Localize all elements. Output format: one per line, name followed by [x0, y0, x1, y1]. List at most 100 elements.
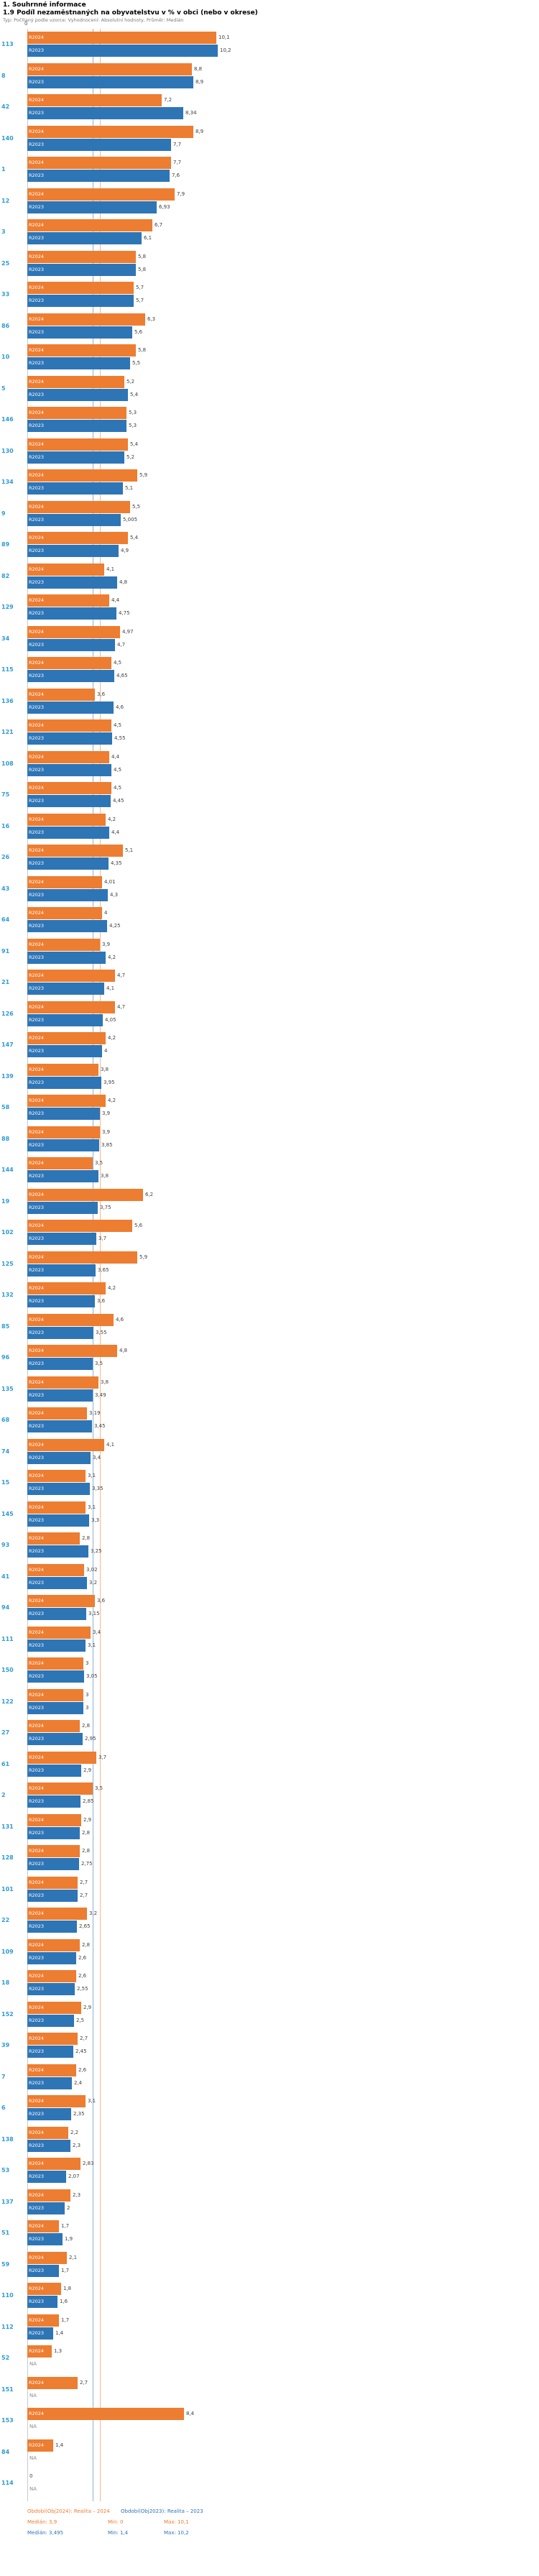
bar-r2024[interactable]: R2024 — [27, 1688, 83, 1701]
bar-r2023[interactable]: R2023 — [27, 2139, 70, 2152]
bar-r2024[interactable]: R2024 — [27, 2251, 67, 2264]
bar-r2023[interactable]: R2023 — [27, 1108, 100, 1120]
bar-r2024[interactable]: R2024 — [27, 1626, 91, 1639]
bar-r2024[interactable]: R2024 — [27, 938, 100, 951]
bar-r2024[interactable]: R2024 — [27, 1063, 98, 1076]
bar-r2023[interactable]: R2023 — [27, 1951, 76, 1964]
bar-r2023[interactable]: R2023 — [27, 1639, 86, 1652]
bar-r2023[interactable]: R2023 — [27, 1451, 91, 1464]
bar-r2023[interactable]: R2023 — [27, 638, 115, 651]
bar-r2024[interactable]: R2024 — [27, 2439, 53, 2452]
bar-r2024[interactable]: R2024 — [27, 1345, 117, 1357]
bar-r2023[interactable]: R2023 — [27, 420, 126, 432]
bar-r2024[interactable]: R2024 — [27, 1438, 104, 1451]
bar-r2024[interactable]: R2024 — [27, 500, 130, 513]
bar-r2023[interactable]: R2023 — [27, 2233, 63, 2245]
bar-r2023[interactable]: R2023 — [27, 763, 111, 776]
bar-r2024[interactable]: R2024 — [27, 313, 145, 326]
bar-r2023[interactable]: R2023 — [27, 295, 134, 307]
bar-r2024[interactable]: R2024 — [27, 2033, 78, 2045]
bar-r2023[interactable]: R2023 — [27, 576, 117, 589]
bar-r2023[interactable]: R2023 — [27, 1826, 80, 1839]
bar-r2023[interactable]: R2023 — [27, 983, 104, 995]
bar-r2024[interactable]: R2024 — [27, 1220, 132, 1232]
bar-r2023[interactable]: R2023 — [27, 2327, 53, 2340]
bar-r2024[interactable]: R2024 — [27, 1751, 96, 1764]
bar-r2024[interactable]: R2024 — [27, 1876, 78, 1889]
bar-r2023[interactable]: R2023 — [27, 1889, 78, 1902]
bar-r2024[interactable]: R2024 — [27, 1032, 106, 1044]
bar-r2024[interactable]: R2024 — [27, 32, 216, 44]
bar-r2023[interactable]: R2023 — [27, 1201, 98, 1214]
bar-r2024[interactable]: R2024 — [27, 188, 175, 201]
bar-r2023[interactable]: R2023 — [27, 1576, 87, 1589]
bar-r2024[interactable]: R2024 — [27, 1532, 80, 1545]
bar-r2024[interactable]: R2024 — [27, 2158, 80, 2170]
bar-r2023[interactable]: R2023 — [27, 1170, 98, 1182]
bar-r2023[interactable]: R2023 — [27, 795, 111, 807]
bar-r2023[interactable]: R2023 — [27, 1795, 80, 1808]
bar-r2024[interactable]: R2024 — [27, 375, 124, 388]
bar-r2024[interactable]: R2024 — [27, 1782, 93, 1795]
bar-r2023[interactable]: R2023 — [27, 1264, 96, 1276]
bar-r2024[interactable]: R2024 — [27, 282, 134, 294]
bar-r2023[interactable]: R2023 — [27, 2014, 74, 2027]
bar-r2024[interactable]: R2024 — [27, 1282, 106, 1294]
bar-r2023[interactable]: R2023 — [27, 138, 171, 151]
bar-r2023[interactable]: R2023 — [27, 1013, 103, 1026]
bar-r2024[interactable]: R2024 — [27, 1938, 80, 1951]
bar-r2023[interactable]: R2023 — [27, 170, 170, 182]
bar-r2023[interactable]: R2023 — [27, 2171, 66, 2183]
bar-r2023[interactable]: R2023 — [27, 670, 114, 682]
bar-r2023[interactable]: R2023 — [27, 701, 114, 714]
bar-r2023[interactable]: R2023 — [27, 1045, 102, 1057]
bar-r2024[interactable]: R2024 — [27, 1563, 84, 1576]
bar-r2024[interactable]: R2024 — [27, 719, 111, 732]
bar-r2024[interactable]: R2024 — [27, 63, 192, 75]
bar-r2023[interactable]: R2023 — [27, 1483, 90, 1495]
bar-r2024[interactable]: R2024 — [27, 469, 137, 482]
bar-r2024[interactable]: R2024 — [27, 1970, 76, 1982]
bar-r2024[interactable]: R2024 — [27, 782, 111, 794]
bar-r2024[interactable]: R2024 — [27, 2345, 52, 2358]
bar-r2024[interactable]: R2024 — [27, 1313, 114, 1326]
bar-r2023[interactable]: R2023 — [27, 2264, 59, 2277]
bar-r2024[interactable]: R2024 — [27, 2189, 70, 2202]
bar-r2024[interactable]: R2024 — [27, 438, 128, 451]
bar-r2023[interactable]: R2023 — [27, 732, 112, 745]
bar-r2023[interactable]: R2023 — [27, 1920, 77, 1933]
bar-r2024[interactable]: R2024 — [27, 532, 128, 544]
bar-r2023[interactable]: R2023 — [27, 75, 193, 88]
bar-r2024[interactable]: R2024 — [27, 1000, 115, 1013]
bar-r2024[interactable]: R2024 — [27, 1188, 143, 1201]
bar-r2024[interactable]: R2024 — [27, 94, 162, 106]
bar-r2023[interactable]: R2023 — [27, 1076, 101, 1089]
bar-r2024[interactable]: R2024 — [27, 250, 136, 263]
bar-r2024[interactable]: R2024 — [27, 2408, 184, 2420]
bar-r2024[interactable]: R2024 — [27, 219, 152, 231]
bar-r2023[interactable]: R2023 — [27, 451, 124, 464]
bar-r2023[interactable]: R2023 — [27, 2202, 65, 2214]
bar-r2024[interactable]: R2024 — [27, 875, 102, 888]
bar-r2023[interactable]: R2023 — [27, 1608, 86, 1620]
bar-r2023[interactable]: R2023 — [27, 1733, 83, 1745]
bar-r2024[interactable]: R2024 — [27, 407, 126, 419]
bar-r2023[interactable]: R2023 — [27, 1858, 79, 1870]
bar-r2024[interactable]: R2024 — [27, 1157, 93, 1169]
bar-r2024[interactable]: R2024 — [27, 2314, 59, 2327]
bar-r2024[interactable]: R2024 — [27, 625, 120, 638]
bar-r2024[interactable]: R2024 — [27, 1720, 80, 1732]
bar-r2023[interactable]: R2023 — [27, 1764, 81, 1777]
bar-r2023[interactable]: R2023 — [27, 1358, 93, 1370]
bar-r2024[interactable]: R2024 — [27, 2095, 86, 2107]
bar-r2024[interactable]: R2024 — [27, 2064, 76, 2076]
bar-r2024[interactable]: R2024 — [27, 750, 109, 763]
bar-r2023[interactable]: R2023 — [27, 1295, 95, 1307]
bar-r2023[interactable]: R2023 — [27, 326, 132, 339]
bar-r2024[interactable]: R2024 — [27, 1908, 87, 1920]
bar-r2024[interactable]: R2024 — [27, 1095, 106, 1107]
bar-r2023[interactable]: R2023 — [27, 545, 119, 557]
bar-r2024[interactable]: R2024 — [27, 1845, 80, 1857]
bar-r2024[interactable]: R2024 — [27, 813, 106, 826]
bar-r2024[interactable]: R2024 — [27, 907, 102, 919]
